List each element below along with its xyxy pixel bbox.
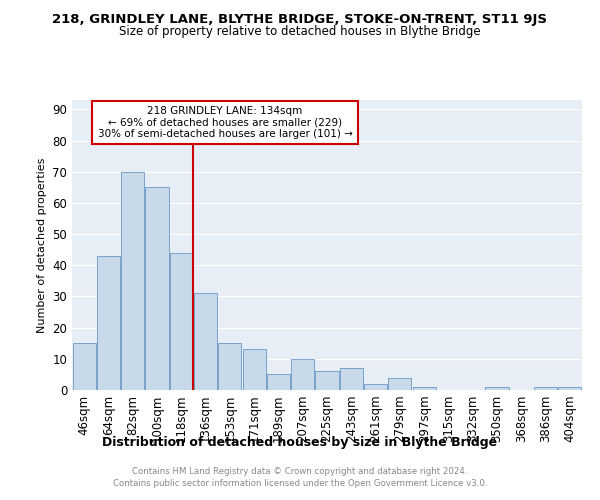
Bar <box>316 372 338 390</box>
Text: 218 GRINDLEY LANE: 134sqm
← 69% of detached houses are smaller (229)
30% of semi: 218 GRINDLEY LANE: 134sqm ← 69% of detac… <box>98 106 352 139</box>
Bar <box>485 387 509 390</box>
Bar <box>145 188 169 390</box>
Bar <box>364 384 387 390</box>
Bar <box>97 256 120 390</box>
Bar <box>267 374 290 390</box>
Bar <box>413 387 436 390</box>
Y-axis label: Number of detached properties: Number of detached properties <box>37 158 47 332</box>
Text: Contains HM Land Registry data © Crown copyright and database right 2024.: Contains HM Land Registry data © Crown c… <box>132 467 468 476</box>
Bar <box>559 387 581 390</box>
Text: Distribution of detached houses by size in Blythe Bridge: Distribution of detached houses by size … <box>103 436 497 449</box>
Bar <box>291 359 314 390</box>
Bar <box>73 343 95 390</box>
Bar <box>388 378 412 390</box>
Bar <box>194 294 217 390</box>
Bar <box>340 368 363 390</box>
Text: Size of property relative to detached houses in Blythe Bridge: Size of property relative to detached ho… <box>119 25 481 38</box>
Bar <box>534 387 557 390</box>
Bar <box>218 343 241 390</box>
Bar <box>121 172 144 390</box>
Text: Contains public sector information licensed under the Open Government Licence v3: Contains public sector information licen… <box>113 478 487 488</box>
Bar <box>242 350 266 390</box>
Text: 218, GRINDLEY LANE, BLYTHE BRIDGE, STOKE-ON-TRENT, ST11 9JS: 218, GRINDLEY LANE, BLYTHE BRIDGE, STOKE… <box>53 12 548 26</box>
Bar <box>170 253 193 390</box>
